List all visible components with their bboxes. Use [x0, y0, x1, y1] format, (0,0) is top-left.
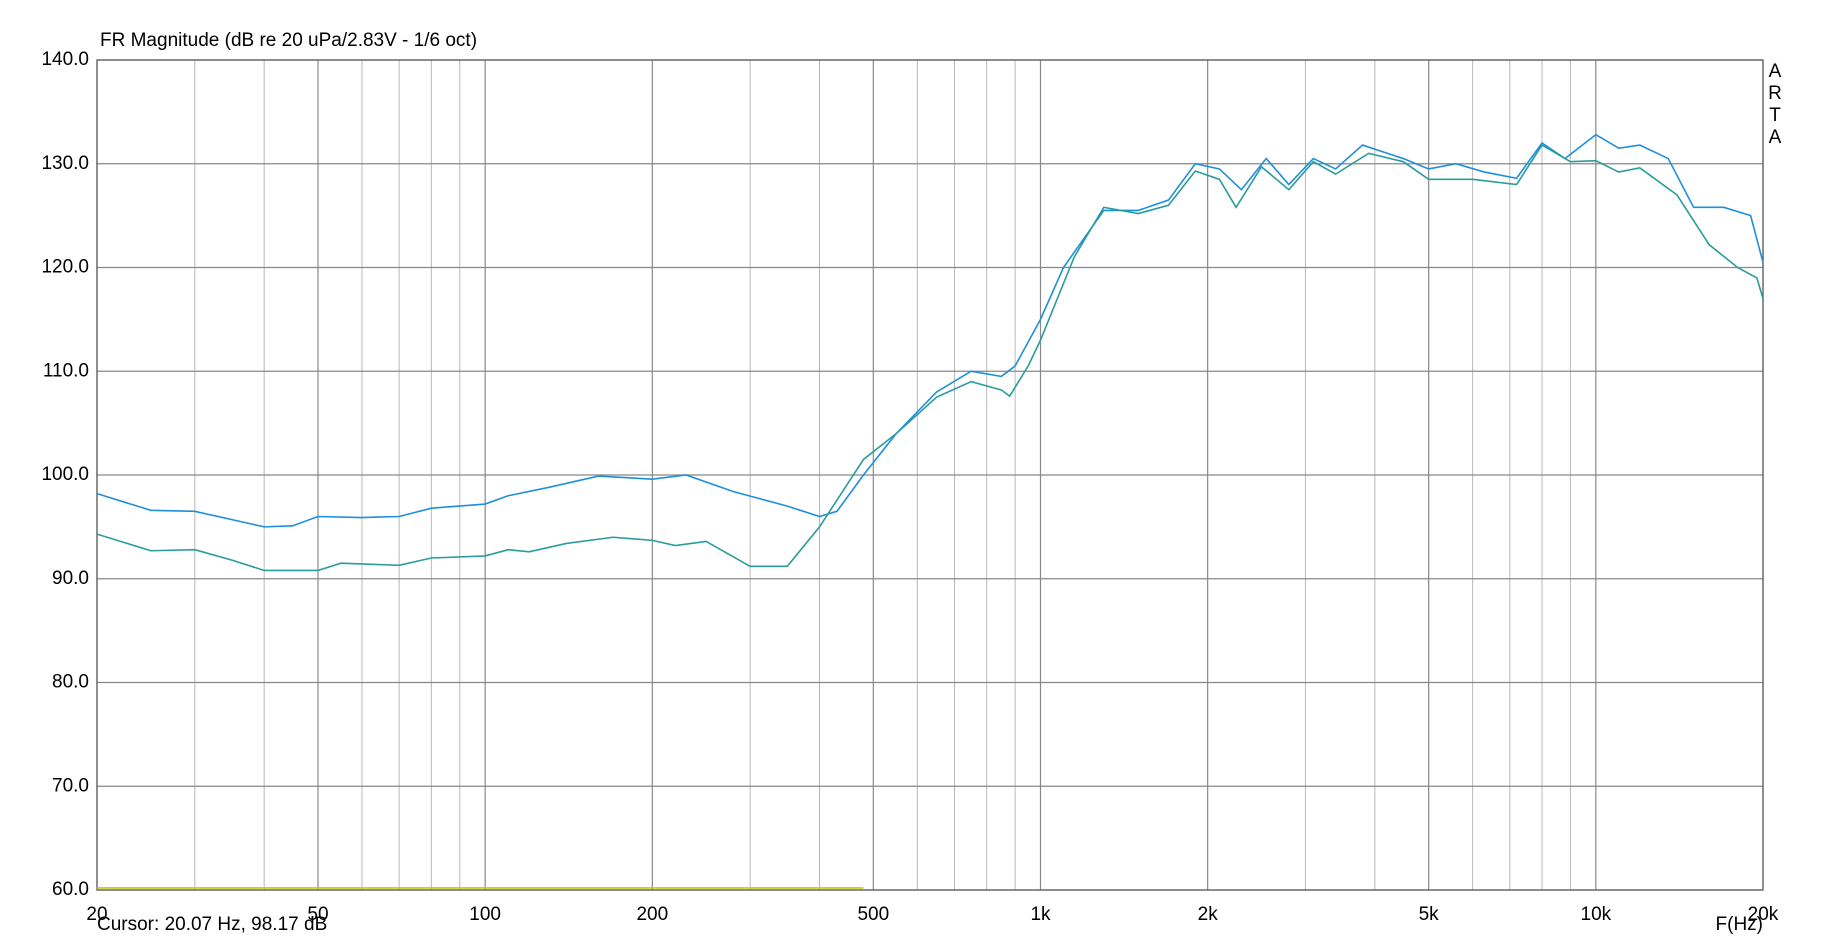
- y-tick-label: 90.0: [52, 568, 89, 589]
- series-line: [96, 143, 1764, 572]
- x-tick-label: 50: [307, 904, 328, 925]
- y-tick-label: 130.0: [41, 153, 89, 174]
- x-axis-label: F(Hz): [1716, 914, 1763, 935]
- y-tick-label: 80.0: [52, 672, 89, 693]
- y-tick-label: 110.0: [43, 360, 89, 381]
- series-line: [96, 133, 1764, 528]
- x-tick-label: 1k: [1030, 904, 1051, 925]
- y-tick-label: 60.0: [52, 879, 89, 900]
- x-tick-label: 20: [86, 904, 107, 925]
- y-tick-label: 70.0: [52, 775, 89, 796]
- x-tick-label: 200: [636, 904, 668, 925]
- x-tick-label: 20k: [1748, 904, 1779, 925]
- cursor-readout: Cursor: 20.07 Hz, 98.17 dB: [97, 914, 327, 935]
- chart-title: FR Magnitude (dB re 20 uPa/2.83V - 1/6 o…: [100, 30, 477, 51]
- x-tick-label: 100: [469, 904, 501, 925]
- plot-frame: [96, 59, 1764, 891]
- x-tick-label: 500: [857, 904, 889, 925]
- x-tick-label: 10k: [1581, 904, 1612, 925]
- y-tick-label: 140.0: [41, 49, 89, 70]
- x-tick-label: 5k: [1419, 904, 1440, 925]
- x-tick-label: 2k: [1198, 904, 1219, 925]
- y-tick-label: 100.0: [41, 464, 89, 485]
- y-tick-label: 120.0: [41, 257, 89, 278]
